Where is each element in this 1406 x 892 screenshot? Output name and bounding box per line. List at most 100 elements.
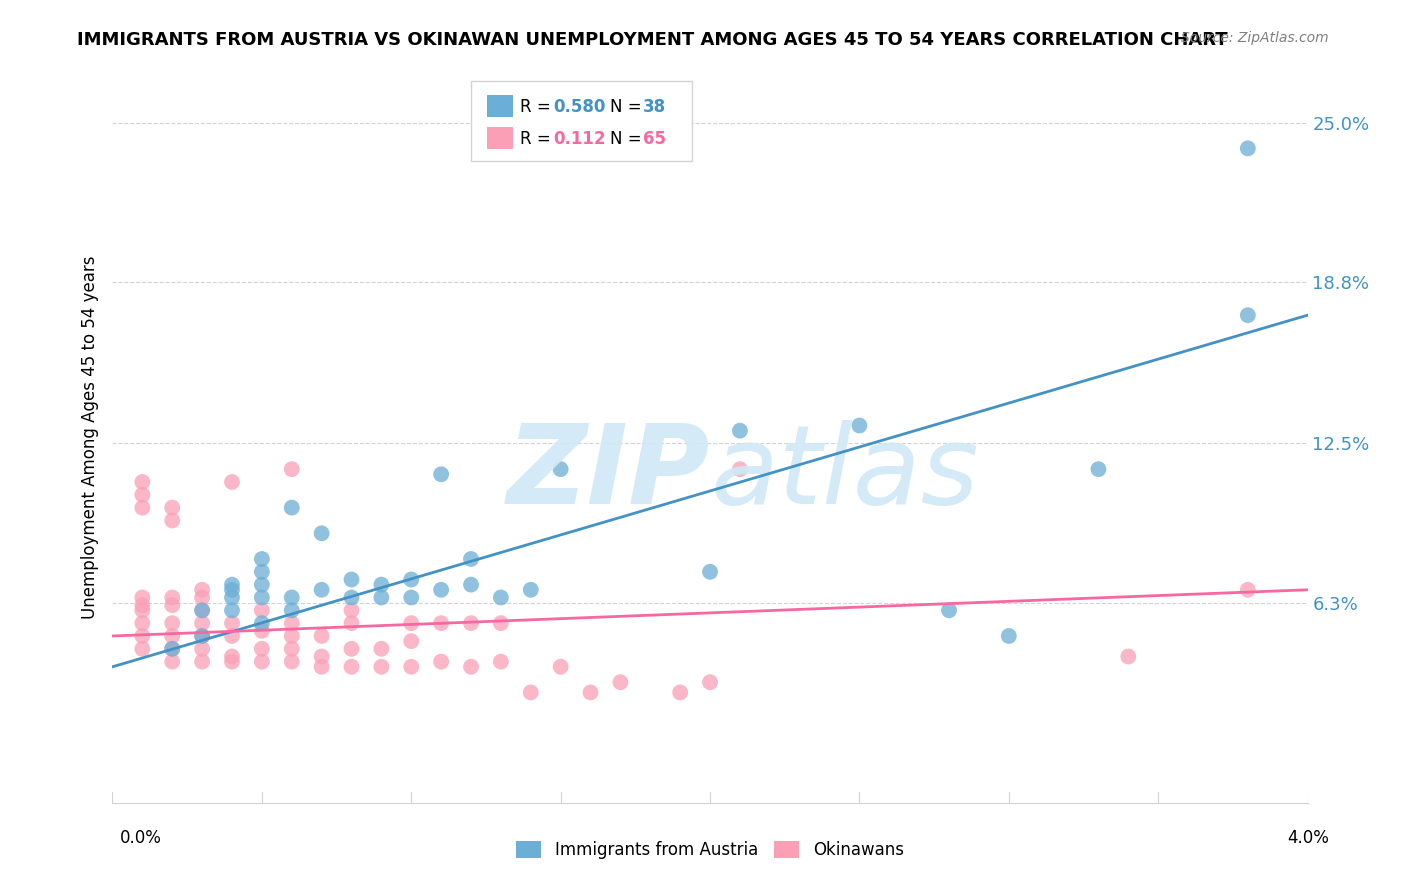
Point (728, 424, 751, 438)
Point (370, 591, 392, 605)
Point (520, 685, 543, 699)
Point (728, 462, 751, 476)
Point (669, 685, 692, 699)
Text: atlas: atlas (710, 420, 979, 527)
Point (131, 616, 153, 631)
Point (340, 591, 363, 605)
Text: R =: R = (520, 130, 561, 148)
Point (340, 573, 363, 587)
Point (162, 598, 183, 612)
Legend: Immigrants from Austria, Okinawans: Immigrants from Austria, Okinawans (508, 833, 912, 868)
Point (162, 655, 183, 669)
Point (401, 660, 423, 674)
Point (550, 660, 572, 674)
Point (250, 552, 273, 566)
Point (281, 641, 304, 656)
Point (609, 675, 631, 690)
Point (131, 603, 153, 617)
Point (191, 641, 214, 656)
Point (191, 655, 214, 669)
Point (281, 462, 304, 476)
Point (340, 641, 363, 656)
Point (250, 655, 273, 669)
Point (250, 641, 273, 656)
Point (131, 629, 153, 643)
Point (579, 685, 602, 699)
Point (460, 577, 482, 591)
Point (311, 629, 333, 643)
Point (1237, 582, 1260, 597)
Point (191, 591, 214, 605)
Point (250, 591, 273, 605)
Point (162, 629, 183, 643)
Point (191, 603, 214, 617)
Bar (486, 95, 513, 118)
Point (311, 660, 333, 674)
Point (281, 591, 304, 605)
Text: Source: ZipAtlas.com: Source: ZipAtlas.com (1181, 31, 1329, 45)
Point (311, 649, 333, 664)
Point (340, 616, 363, 631)
Point (699, 675, 721, 690)
Point (460, 616, 482, 631)
Point (281, 603, 304, 617)
Point (131, 500, 153, 515)
Point (340, 603, 363, 617)
Point (221, 475, 243, 489)
Point (221, 616, 243, 631)
Point (250, 577, 273, 591)
Point (430, 616, 453, 631)
Point (162, 641, 183, 656)
Bar (486, 127, 513, 149)
Point (131, 488, 153, 502)
Text: N =: N = (610, 98, 647, 116)
Point (489, 591, 512, 605)
Point (281, 655, 304, 669)
Point (131, 475, 153, 489)
Point (221, 655, 243, 669)
Y-axis label: Unemployment Among Ages 45 to 54 years: Unemployment Among Ages 45 to 54 years (80, 255, 98, 619)
Point (221, 591, 243, 605)
Point (401, 573, 423, 587)
Point (430, 582, 453, 597)
Point (250, 565, 273, 579)
Point (998, 629, 1021, 643)
Point (191, 629, 214, 643)
Text: 0.580: 0.580 (554, 98, 606, 116)
Point (460, 660, 482, 674)
Point (162, 616, 183, 631)
Point (1237, 308, 1260, 322)
Point (401, 616, 423, 631)
Point (370, 660, 392, 674)
Text: 38: 38 (643, 98, 666, 116)
Point (221, 603, 243, 617)
Point (221, 649, 243, 664)
Point (401, 634, 423, 648)
Point (699, 565, 721, 579)
Point (848, 418, 870, 433)
Point (250, 616, 273, 631)
Point (221, 629, 243, 643)
Point (131, 641, 153, 656)
Point (162, 591, 183, 605)
Text: 65: 65 (643, 130, 666, 148)
Point (281, 616, 304, 631)
Point (191, 603, 214, 617)
Point (191, 582, 214, 597)
Point (460, 552, 482, 566)
Text: IMMIGRANTS FROM AUSTRIA VS OKINAWAN UNEMPLOYMENT AMONG AGES 45 TO 54 YEARS CORRE: IMMIGRANTS FROM AUSTRIA VS OKINAWAN UNEM… (77, 31, 1227, 49)
Point (162, 514, 183, 528)
Point (550, 462, 572, 476)
Point (520, 582, 543, 597)
Point (191, 616, 214, 631)
Point (281, 629, 304, 643)
Point (401, 591, 423, 605)
Point (430, 655, 453, 669)
Point (162, 500, 183, 515)
Point (340, 660, 363, 674)
Point (221, 577, 243, 591)
FancyBboxPatch shape (471, 81, 692, 161)
Point (370, 641, 392, 656)
Point (250, 603, 273, 617)
Point (489, 655, 512, 669)
